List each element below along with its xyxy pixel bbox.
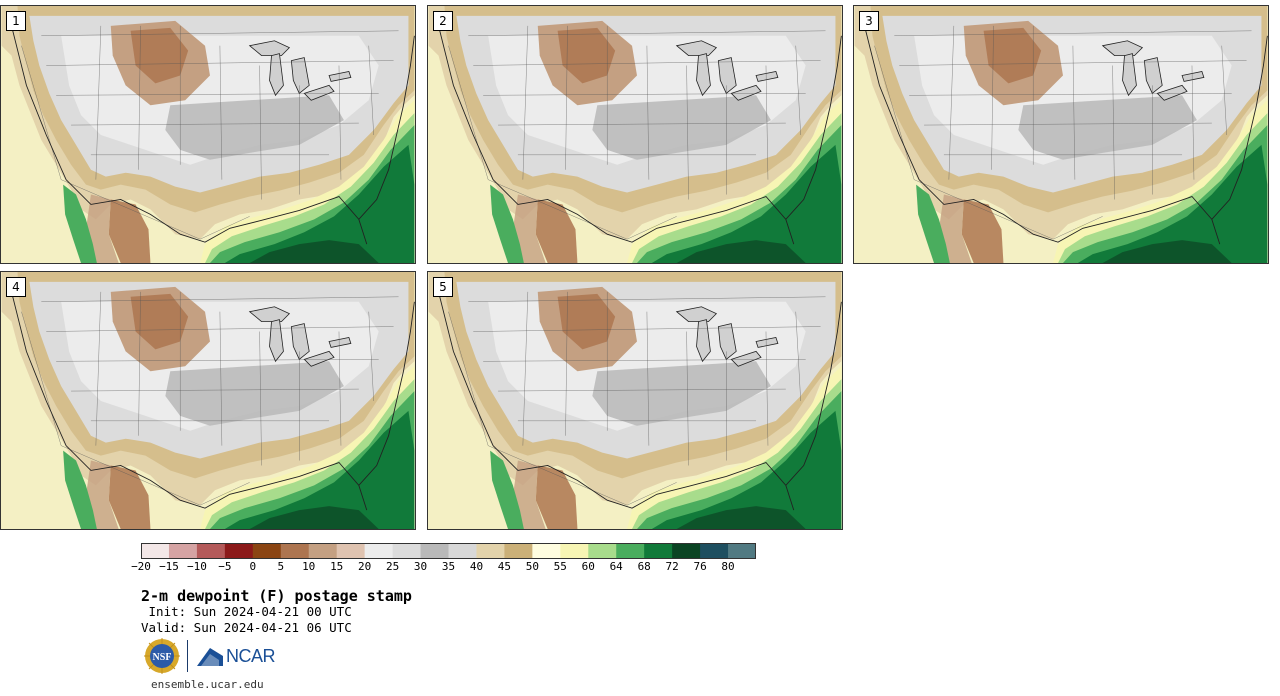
postage-stamp-panel-3: 3 <box>853 5 1269 264</box>
member-label: 4 <box>6 277 26 297</box>
dewpoint-map <box>428 6 842 263</box>
colorbar-swatch <box>532 543 561 559</box>
logo-divider <box>187 640 188 672</box>
colorbar-tick-labels: −20 −15 −10 −5 0 5 10 15 20 25 30 35 40 45 50 55 60 64 68 7… <box>0 560 800 574</box>
logos: NSF NCAR <box>144 638 276 676</box>
colorbar-tick-label: 10 <box>302 560 316 573</box>
member-label: 2 <box>433 11 453 31</box>
colorbar <box>141 543 756 559</box>
postage-stamp-panel-4: 4 <box>0 271 416 530</box>
colorbar-swatches <box>141 543 756 559</box>
colorbar-tick-label: 25 <box>385 560 400 573</box>
colorbar-tick-label: −15 <box>159 560 179 573</box>
colorbar-tick-label: 68 <box>637 560 651 573</box>
colorbar-swatch <box>476 543 505 559</box>
dewpoint-map <box>1 272 415 529</box>
colorbar-swatch <box>700 543 729 559</box>
colorbar-swatch <box>141 543 170 559</box>
colorbar-swatch <box>364 543 394 559</box>
colorbar-tick-label: 72 <box>665 560 679 573</box>
colorbar-swatch <box>336 543 366 559</box>
colorbar-swatch <box>672 543 701 559</box>
colorbar-tick-label: 80 <box>721 560 735 573</box>
colorbar-tick-label: 0 <box>249 560 257 573</box>
ncar-logo: NCAR <box>197 644 276 668</box>
colorbar-tick-label: 60 <box>581 560 595 573</box>
dewpoint-map <box>428 272 842 529</box>
colorbar-swatch <box>616 543 645 559</box>
colorbar-tick-label: 76 <box>693 560 707 573</box>
colorbar-tick-label: 40 <box>469 560 484 573</box>
member-label: 3 <box>859 11 879 31</box>
nsf-logo-text: NSF <box>153 652 172 663</box>
colorbar-tick-label: −10 <box>186 560 207 573</box>
colorbar-swatch <box>448 543 477 559</box>
ncar-logo-mark <box>197 648 223 666</box>
colorbar-swatch <box>308 543 338 559</box>
colorbar-tick-label: 5 <box>277 560 285 573</box>
valid-time: Valid: Sun 2024-04-21 06 UTC <box>141 620 352 635</box>
colorbar-swatch <box>224 543 254 559</box>
colorbar-tick-label: 20 <box>357 560 372 573</box>
colorbar-tick-label: 55 <box>553 560 567 573</box>
member-label: 1 <box>6 11 26 31</box>
colorbar-swatch <box>420 543 449 559</box>
ncar-logo-text: NCAR <box>226 645 276 666</box>
postage-stamp-panel-5: 5 <box>427 271 843 530</box>
colorbar-tick-label: 50 <box>525 560 540 573</box>
colorbar-swatch <box>560 543 589 559</box>
colorbar-swatch <box>196 543 226 559</box>
page-title: 2-m dewpoint (F) postage stamp <box>141 587 412 605</box>
postage-stamp-panel-2: 2 <box>427 5 843 264</box>
website-url: ensemble.ucar.edu <box>151 678 264 691</box>
dewpoint-map <box>854 6 1268 263</box>
colorbar-swatch <box>504 543 533 559</box>
colorbar-swatch <box>168 543 198 559</box>
dewpoint-map <box>1 6 415 263</box>
colorbar-swatch <box>588 543 617 559</box>
colorbar-swatch <box>728 543 756 559</box>
colorbar-tick-label: −5 <box>218 560 232 573</box>
colorbar-swatch <box>392 543 422 559</box>
member-label: 5 <box>433 277 453 297</box>
colorbar-tick-label: 15 <box>330 560 344 573</box>
init-time: Init: Sun 2024-04-21 00 UTC <box>141 604 352 619</box>
colorbar-swatch <box>280 543 310 559</box>
colorbar-tick-label: 64 <box>609 560 623 573</box>
postage-stamp-panel-1: 1 <box>0 5 416 264</box>
nsf-logo: NSF <box>144 638 180 674</box>
colorbar-tick-label: 45 <box>497 560 512 573</box>
colorbar-swatch <box>252 543 282 559</box>
colorbar-tick-label: −20 <box>131 560 151 573</box>
colorbar-swatch <box>644 543 673 559</box>
colorbar-tick-label: 30 <box>413 560 428 573</box>
colorbar-tick-label: 35 <box>441 560 456 573</box>
